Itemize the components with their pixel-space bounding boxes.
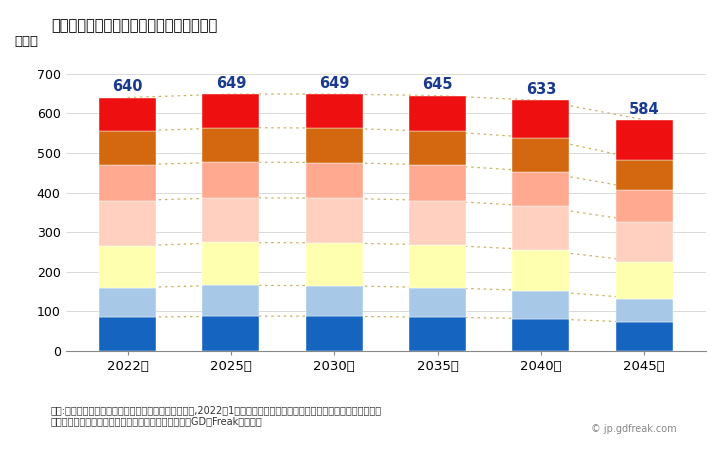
Bar — [202, 162, 259, 198]
Bar — [306, 316, 363, 351]
Bar — [99, 246, 156, 288]
Bar — [513, 319, 569, 351]
Bar — [306, 198, 363, 243]
Text: 645: 645 — [422, 77, 453, 92]
Bar — [616, 323, 673, 351]
Bar — [513, 291, 569, 319]
Bar — [306, 162, 363, 198]
Bar — [409, 131, 466, 165]
Bar — [202, 316, 259, 351]
Bar — [616, 120, 673, 160]
Bar — [409, 201, 466, 245]
Bar — [306, 128, 363, 162]
Bar — [513, 100, 569, 138]
Bar — [616, 262, 673, 299]
Bar — [616, 160, 673, 190]
Bar — [306, 243, 363, 286]
Bar — [409, 317, 466, 351]
Text: 出所:実績値は「介護事業状況報告月報」（厚生労働省,2022年1月）。推計値は「全国又は都道府県の男女・年齢階層別
要介護度別平均認定率を当域内人口構成に当ては: 出所:実績値は「介護事業状況報告月報」（厚生労働省,2022年1月）。推計値は「… — [51, 405, 382, 427]
Bar — [202, 243, 259, 285]
Bar — [513, 207, 569, 250]
Bar — [99, 165, 156, 201]
Bar — [616, 222, 673, 262]
Text: 584: 584 — [629, 102, 660, 117]
Bar — [409, 245, 466, 288]
Bar — [306, 286, 363, 316]
Bar — [306, 94, 363, 128]
Bar — [513, 250, 569, 291]
Bar — [409, 165, 466, 201]
Bar — [513, 171, 569, 207]
Bar — [202, 128, 259, 162]
Bar — [409, 95, 466, 131]
Text: 640: 640 — [112, 79, 143, 94]
Text: © jp.gdfreak.com: © jp.gdfreak.com — [591, 424, 677, 434]
Text: ［人］: ［人］ — [15, 35, 39, 48]
Bar — [99, 98, 156, 131]
Bar — [99, 288, 156, 317]
Bar — [202, 198, 259, 243]
Bar — [99, 201, 156, 246]
Bar — [99, 317, 156, 351]
Bar — [616, 190, 673, 222]
Bar — [202, 285, 259, 316]
Text: 649: 649 — [319, 76, 349, 91]
Bar — [99, 131, 156, 165]
Text: 湧別町の要介護（要支援）者数の将来推計: 湧別町の要介護（要支援）者数の将来推計 — [51, 18, 217, 33]
Bar — [202, 94, 259, 128]
Text: 633: 633 — [526, 82, 556, 97]
Bar — [513, 138, 569, 171]
Text: 649: 649 — [215, 76, 246, 91]
Bar — [409, 288, 466, 317]
Bar — [616, 299, 673, 323]
